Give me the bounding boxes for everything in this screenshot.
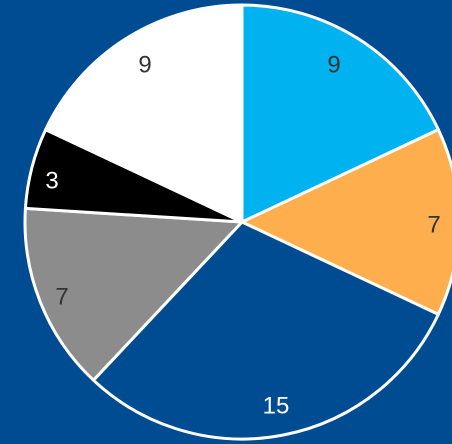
pie-slice-label-1: 7 bbox=[427, 211, 440, 238]
pie-slice-label-4: 3 bbox=[45, 167, 58, 194]
pie-slice-label-0: 9 bbox=[327, 51, 340, 78]
pie-slice-1 bbox=[240, 128, 452, 316]
pie-slice-0 bbox=[240, 3, 440, 224]
pie-slice-5 bbox=[44, 3, 244, 224]
pie-slice-label-5: 9 bbox=[138, 51, 151, 78]
pie-slice-3 bbox=[23, 206, 244, 382]
pie-slice-label-2: 15 bbox=[263, 392, 290, 419]
pie-slice-2 bbox=[91, 220, 440, 441]
pie-labels: 9 7 15 7 3 9 bbox=[45, 51, 440, 419]
pie-slice-label-3: 7 bbox=[55, 283, 68, 310]
pie-slices bbox=[23, 3, 452, 441]
